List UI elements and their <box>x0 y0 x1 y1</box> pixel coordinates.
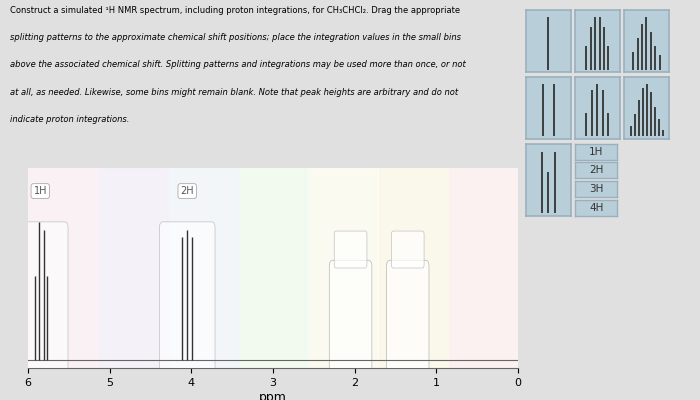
Bar <box>308 168 378 368</box>
FancyBboxPatch shape <box>391 231 424 268</box>
Bar <box>168 168 238 368</box>
FancyBboxPatch shape <box>335 231 367 268</box>
Text: indicate proton integrations.: indicate proton integrations. <box>10 115 130 124</box>
Text: 2H: 2H <box>589 166 603 176</box>
FancyBboxPatch shape <box>160 222 215 373</box>
Text: 2H: 2H <box>181 186 194 196</box>
Text: splitting patterns to the approximate chemical shift positions; place the integr: splitting patterns to the approximate ch… <box>10 33 461 42</box>
Bar <box>238 168 308 368</box>
Text: at all, as needed. Likewise, some bins might remain blank. Note that peak height: at all, as needed. Likewise, some bins m… <box>10 88 458 97</box>
Bar <box>98 168 168 368</box>
Text: Construct a simulated ¹H NMR spectrum, including proton integrations, for CH₃CHC: Construct a simulated ¹H NMR spectrum, i… <box>10 6 461 15</box>
FancyBboxPatch shape <box>386 260 429 373</box>
Bar <box>28 168 98 368</box>
Text: above the associated chemical shift. Splitting patterns and integrations may be : above the associated chemical shift. Spl… <box>10 60 466 70</box>
Text: 1H: 1H <box>34 186 47 196</box>
Bar <box>378 168 448 368</box>
FancyBboxPatch shape <box>13 222 68 373</box>
Text: 3H: 3H <box>589 184 603 194</box>
Text: 1H: 1H <box>589 147 603 157</box>
X-axis label: ppm: ppm <box>259 390 287 400</box>
FancyBboxPatch shape <box>330 260 372 373</box>
Bar <box>448 168 518 368</box>
Text: 4H: 4H <box>589 203 603 213</box>
